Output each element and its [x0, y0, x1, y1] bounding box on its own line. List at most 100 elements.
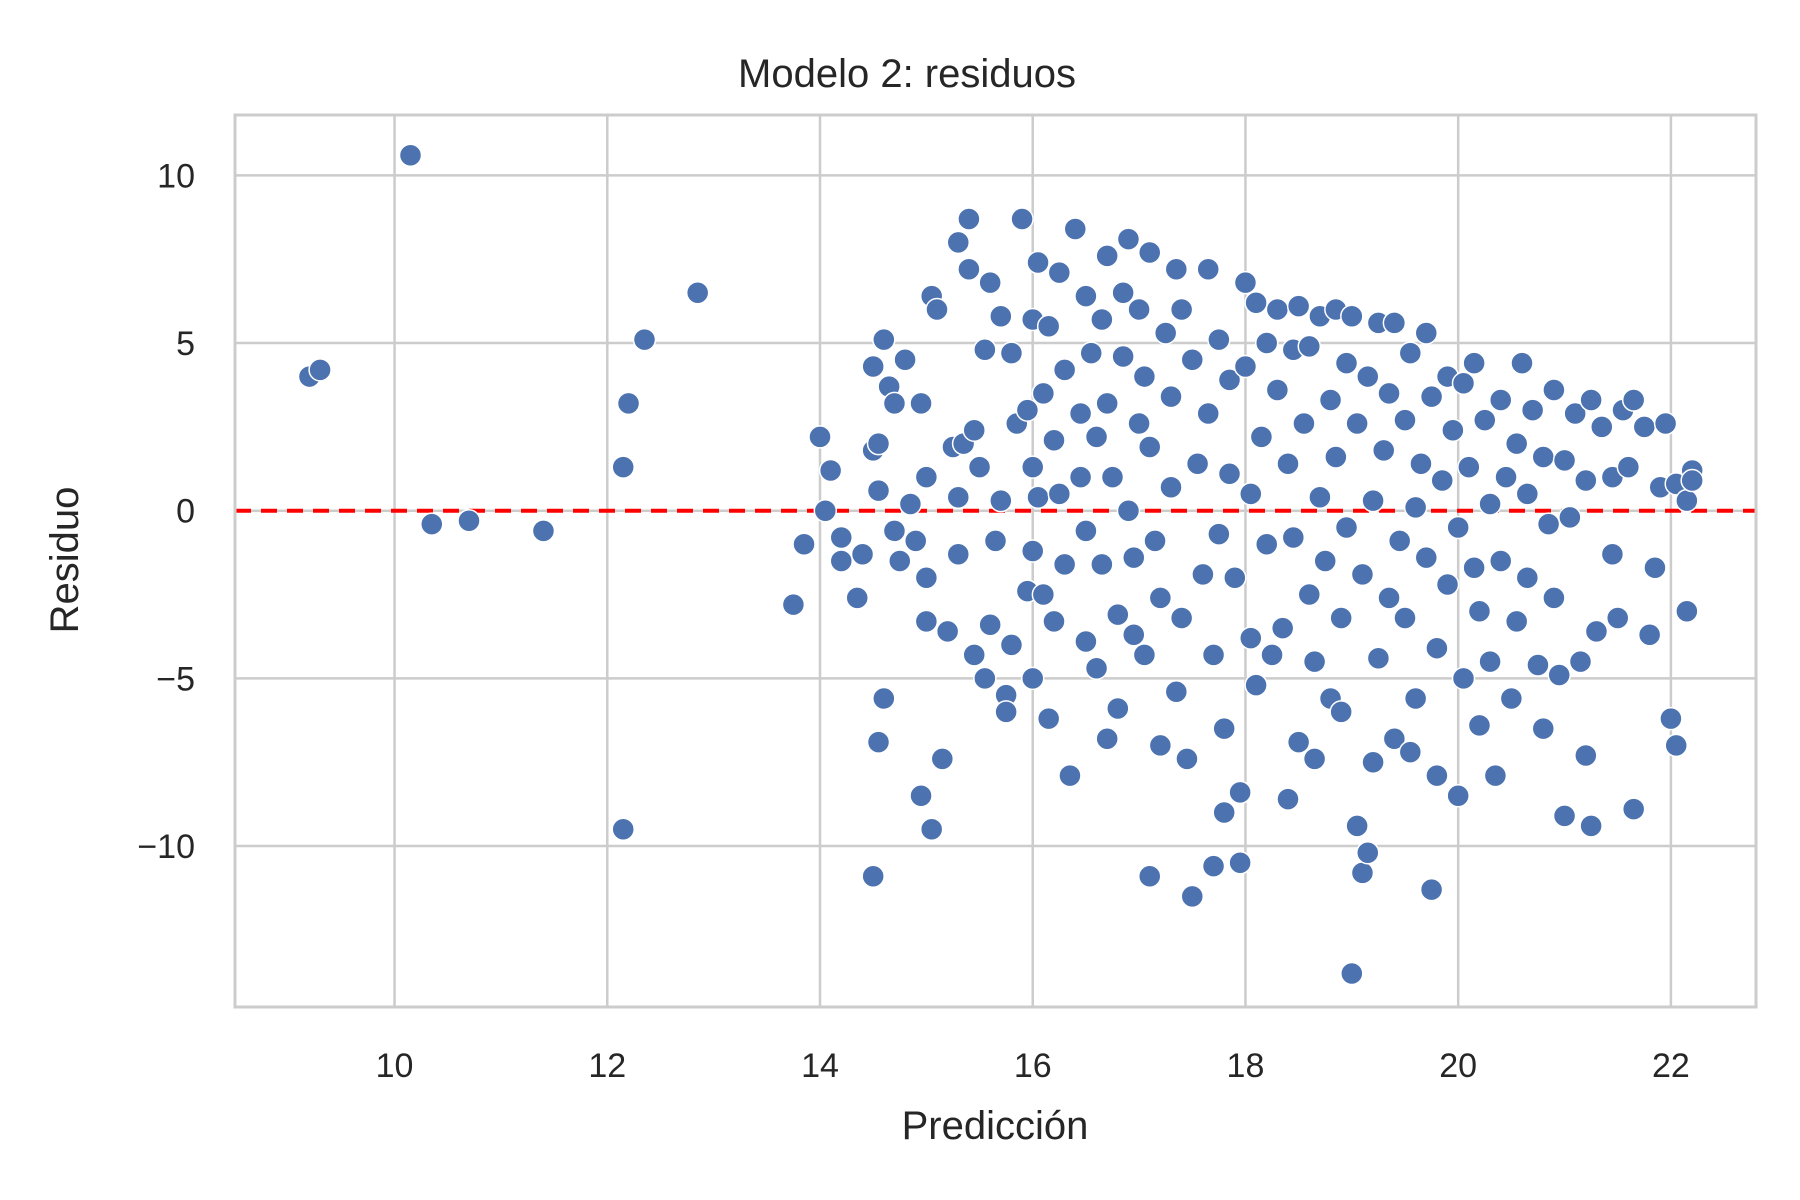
data-point [1297, 582, 1322, 607]
data-point [1356, 840, 1380, 865]
data-point [1345, 814, 1369, 838]
data-point [1473, 408, 1497, 432]
data-point [611, 817, 635, 842]
data-point [946, 230, 971, 255]
data-point [1212, 716, 1236, 741]
data-point [994, 700, 1018, 724]
data-point [1223, 566, 1247, 590]
data-point [1531, 445, 1556, 469]
data-point [1090, 552, 1114, 577]
data-point [1031, 381, 1056, 406]
data-point [1058, 763, 1082, 788]
data-point [398, 143, 423, 167]
data-point [1036, 314, 1061, 339]
data-point [1042, 428, 1066, 453]
data-point [1228, 851, 1252, 875]
data-point [1579, 814, 1603, 838]
data-point [1403, 495, 1428, 520]
data-point [930, 747, 955, 771]
data-point [1175, 747, 1199, 771]
y-tick-labels: 10 5 0 −5 −10 [137, 157, 195, 866]
data-point [818, 458, 843, 483]
x-tick-labels: 10 12 14 16 18 20 22 [376, 1047, 1690, 1085]
data-point [1026, 250, 1050, 275]
data-point [1398, 341, 1423, 365]
data-point [611, 455, 635, 479]
data-point [1430, 468, 1454, 493]
x-axis-label: Predicción [902, 1104, 1089, 1148]
data-point [962, 643, 986, 667]
data-point [1340, 304, 1364, 328]
data-point [1020, 539, 1045, 563]
data-point [1201, 854, 1226, 878]
data-point [1308, 485, 1332, 510]
plot-frame [233, 113, 1758, 1009]
data-point [1659, 706, 1683, 731]
data-point [1334, 351, 1359, 375]
data-point [781, 592, 806, 617]
data-point [1254, 331, 1279, 355]
data-point [1329, 606, 1353, 630]
data-point [1643, 555, 1667, 580]
data-point [914, 566, 939, 590]
data-point [1574, 468, 1598, 493]
data-point [1499, 686, 1524, 711]
data-point [1265, 378, 1290, 402]
data-point [1504, 431, 1529, 456]
data-point [909, 391, 933, 416]
data-point [1143, 529, 1167, 553]
data-point [1095, 391, 1119, 416]
data-point [1026, 485, 1050, 510]
data-point [1552, 804, 1577, 828]
data-point [1127, 411, 1151, 436]
data-point [989, 488, 1013, 513]
y-tick-label: −5 [156, 660, 195, 698]
data-point [1552, 448, 1577, 473]
data-point [1164, 257, 1189, 282]
data-point [1233, 270, 1258, 295]
data-point [1286, 730, 1311, 754]
data-point [1457, 455, 1481, 479]
data-point [866, 730, 891, 754]
data-point [1201, 643, 1226, 667]
data-point [420, 512, 444, 536]
data-point [935, 619, 960, 644]
data-point [1036, 706, 1061, 731]
data-point [1260, 643, 1284, 667]
data-point [1122, 623, 1146, 647]
data-point [1531, 716, 1556, 741]
data-point [1637, 623, 1662, 647]
y-tick-label: −10 [137, 828, 195, 866]
data-point [1111, 344, 1135, 369]
data-point [1127, 297, 1151, 322]
data-point [1095, 244, 1119, 268]
data-point [914, 465, 939, 489]
data-point [1366, 646, 1391, 670]
data-point [1568, 649, 1593, 674]
data-point [1207, 327, 1231, 352]
data-point [1270, 616, 1295, 640]
data-point [1382, 726, 1407, 751]
data-point [1132, 364, 1157, 389]
data-point [1425, 636, 1449, 660]
data-point [1074, 519, 1098, 543]
data-point [1180, 884, 1205, 909]
data-point [1488, 388, 1513, 412]
data-point [1217, 462, 1242, 486]
data-point [808, 425, 832, 449]
data-point [1414, 321, 1439, 345]
data-point [1180, 348, 1205, 372]
data-point [1106, 696, 1130, 721]
data-point [1621, 797, 1646, 821]
data-point [1393, 606, 1417, 630]
data-point [1483, 763, 1508, 788]
data-point [999, 633, 1024, 657]
data-point [866, 431, 891, 456]
data-point [1052, 358, 1077, 382]
data-point [1148, 586, 1173, 610]
data-point [1132, 643, 1157, 667]
data-point [1403, 686, 1428, 711]
data-point [1425, 763, 1449, 788]
data-point [1340, 961, 1364, 986]
